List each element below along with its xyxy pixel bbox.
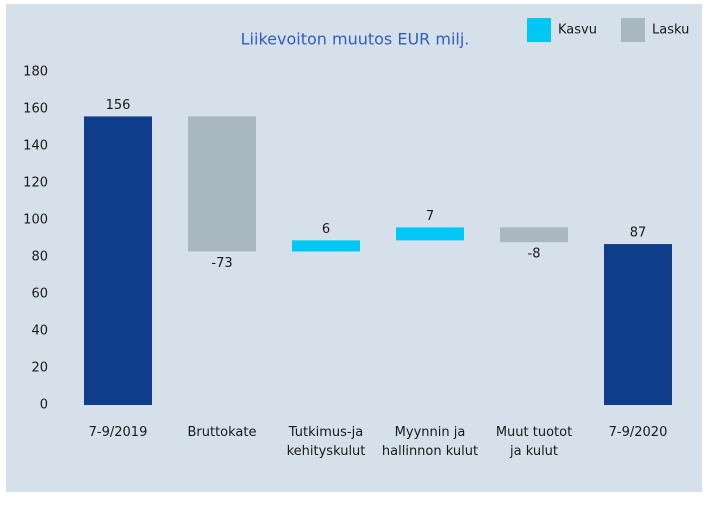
bar (84, 116, 152, 406)
x-tick-label-line: Tutkimus-ja (288, 425, 363, 440)
value-label: 6 (322, 222, 330, 237)
y-tick-label: 100 (23, 213, 48, 228)
bar (292, 240, 360, 252)
x-tick-label-line: ja kulut (509, 444, 558, 459)
y-tick-label: 80 (31, 250, 48, 265)
legend-label: Lasku (652, 23, 689, 38)
x-tick-label-line: Muut tuotot (496, 425, 572, 440)
bar (396, 227, 464, 241)
x-tick-label: Tutkimus-ja kehityskulut (287, 425, 366, 459)
x-tick-label-line: hallinnon kulut (382, 444, 478, 459)
y-tick-label: 0 (40, 398, 48, 413)
y-tick-label: 160 (23, 102, 48, 117)
x-tick-label: Muut tuotot ja kulut (496, 425, 572, 459)
y-tick-label: 20 (31, 361, 48, 376)
legend-swatch (527, 18, 551, 42)
y-tick-label: 180 (23, 65, 48, 80)
legend-swatch (621, 18, 645, 42)
x-tick-label-line: 7-9/2019 (89, 425, 148, 440)
x-tick-label-line: 7-9/2020 (609, 425, 668, 440)
y-tick-label: 140 (23, 139, 48, 154)
y-tick-label: 60 (31, 287, 48, 302)
bar (188, 116, 256, 252)
bar (500, 227, 568, 243)
value-label: 156 (106, 98, 131, 113)
x-tick-label: 7-9/2019 (89, 425, 148, 440)
y-tick-label: 120 (23, 176, 48, 191)
value-label: 87 (630, 226, 647, 241)
value-label: -8 (528, 247, 541, 262)
value-label: -73 (211, 256, 232, 271)
legend-label: Kasvu (558, 23, 597, 38)
bar (604, 244, 672, 405)
x-tick-label-line: kehityskulut (287, 444, 366, 459)
chart-title: Liikevoiton muutos EUR milj. (241, 30, 470, 49)
x-tick-label: Myynnin ja hallinnon kulut (382, 425, 478, 459)
x-tick-label-line: Myynnin ja (395, 425, 466, 440)
x-tick-label: Bruttokate (187, 425, 256, 440)
x-tick-label-line: Bruttokate (187, 425, 256, 440)
x-tick-label: 7-9/2020 (609, 425, 668, 440)
value-label: 7 (426, 209, 434, 224)
y-tick-label: 40 (31, 324, 48, 339)
